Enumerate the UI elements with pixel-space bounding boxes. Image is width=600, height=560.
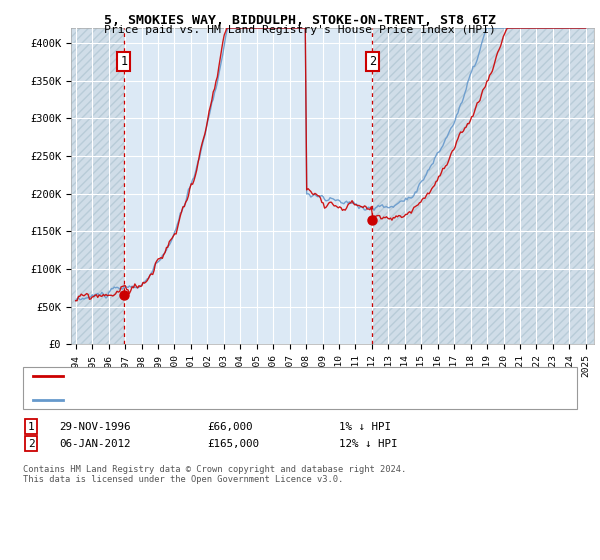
Text: 1: 1 bbox=[28, 422, 35, 432]
Bar bbox=[373, 28, 594, 344]
Text: 29-NOV-1996: 29-NOV-1996 bbox=[59, 422, 130, 432]
Text: £66,000: £66,000 bbox=[207, 422, 253, 432]
Text: 2: 2 bbox=[369, 55, 376, 68]
Bar bbox=[124, 28, 373, 344]
Text: HPI: Average price, detached house, Staffordshire Moorlands: HPI: Average price, detached house, Staf… bbox=[68, 395, 422, 405]
Text: 5, SMOKIES WAY, BIDDULPH, STOKE-ON-TRENT, ST8 6TZ (detached house): 5, SMOKIES WAY, BIDDULPH, STOKE-ON-TRENT… bbox=[68, 371, 464, 381]
Text: 12% ↓ HPI: 12% ↓ HPI bbox=[339, 438, 397, 449]
Text: 2: 2 bbox=[28, 438, 35, 449]
Text: 1: 1 bbox=[120, 55, 127, 68]
Text: 06-JAN-2012: 06-JAN-2012 bbox=[59, 438, 130, 449]
Text: £165,000: £165,000 bbox=[207, 438, 259, 449]
Text: 1% ↓ HPI: 1% ↓ HPI bbox=[339, 422, 391, 432]
Bar bbox=[71, 28, 124, 344]
Text: Contains HM Land Registry data © Crown copyright and database right 2024.
This d: Contains HM Land Registry data © Crown c… bbox=[23, 465, 406, 484]
Bar bbox=[373, 28, 594, 344]
Bar bbox=[71, 28, 124, 344]
Text: Price paid vs. HM Land Registry's House Price Index (HPI): Price paid vs. HM Land Registry's House … bbox=[104, 25, 496, 35]
Text: 5, SMOKIES WAY, BIDDULPH, STOKE-ON-TRENT, ST8 6TZ: 5, SMOKIES WAY, BIDDULPH, STOKE-ON-TRENT… bbox=[104, 14, 496, 27]
